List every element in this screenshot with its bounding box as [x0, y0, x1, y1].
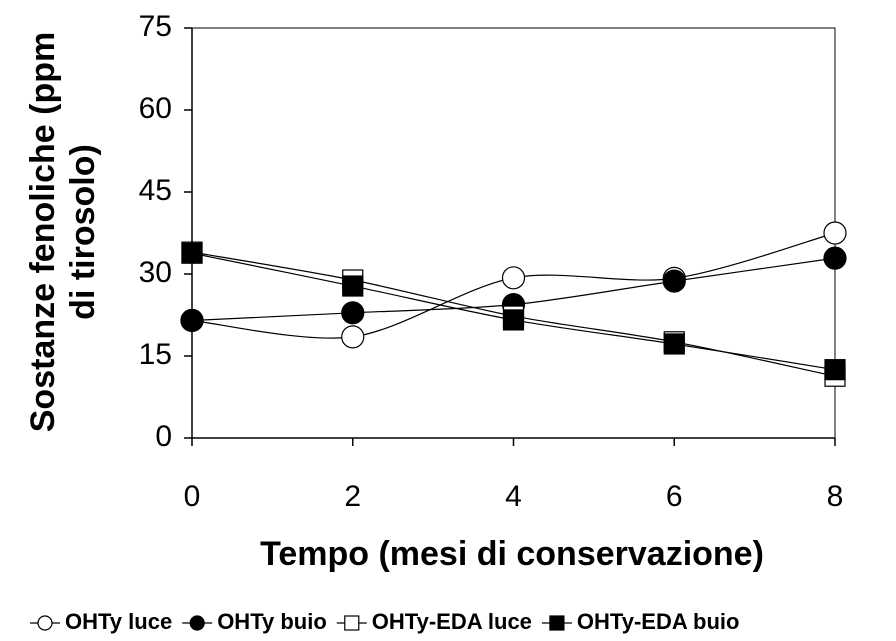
legend-item: OHTy-EDA buio: [541, 609, 740, 634]
legend-label: OHTy luce: [65, 609, 172, 634]
data-point: [501, 266, 526, 290]
data-point: [663, 333, 685, 355]
data-point: [824, 359, 846, 381]
legend-label: OHTy-EDA buio: [577, 609, 740, 634]
legend-label: OHTy buio: [217, 609, 327, 634]
y-tick-label: 45: [139, 174, 172, 207]
x-tick-label: 2: [344, 480, 361, 513]
y-tick-label: 0: [155, 420, 172, 453]
x-tick-label: 4: [505, 480, 522, 513]
legend-marker: [37, 615, 53, 631]
legend-marker: [189, 615, 205, 631]
y-tick-label: 75: [139, 10, 172, 43]
y-tick-label: 30: [139, 256, 172, 289]
plot-frame: [191, 27, 836, 439]
y-axis-title-line: di tirosolo): [64, 144, 102, 320]
data-point: [502, 309, 525, 331]
legend-item: OHTy luce: [30, 609, 172, 634]
data-point: [181, 242, 203, 264]
legend-label: OHTy-EDA luce: [372, 609, 532, 634]
data-point: [341, 301, 365, 325]
data-point: [180, 308, 204, 333]
y-tick-label: 60: [139, 92, 172, 125]
data-point: [342, 275, 364, 297]
x-axis-title: Tempo (mesi di conservazione): [260, 535, 764, 573]
y-axis-title-line: Sostanze fenoliche (ppm: [24, 32, 62, 433]
legend-item: OHTy-EDA luce: [336, 609, 532, 634]
legend-marker: [344, 615, 360, 631]
data-point: [823, 246, 847, 270]
data-point: [823, 221, 847, 245]
x-tick-label: 6: [666, 480, 683, 513]
data-point: [662, 269, 686, 293]
y-tick-label: 15: [139, 338, 172, 371]
legend-marker: [549, 615, 565, 631]
x-tick-label: 8: [827, 480, 844, 513]
y-axis-title: Sostanze fenoliche (ppm di tirosolo): [24, 32, 102, 433]
data-point: [341, 325, 365, 349]
x-tick-label: 0: [184, 480, 201, 513]
legend-item: OHTy buio: [182, 609, 327, 634]
